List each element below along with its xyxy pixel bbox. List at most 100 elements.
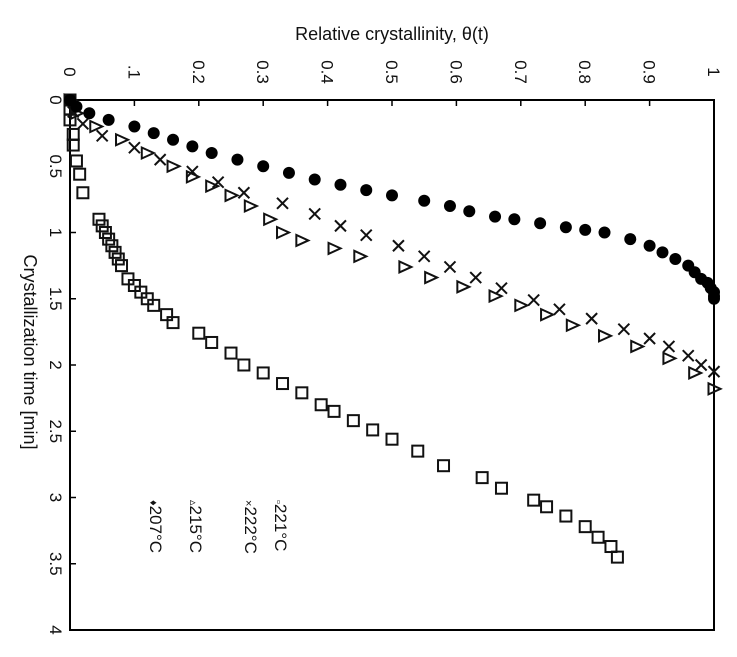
point-circle <box>643 239 656 252</box>
y-axis-ticks: 0 .1 0.2 0.3 0.4 0.5 0.6 0.7 0.8 0.9 1 <box>60 60 723 106</box>
x-axis-ticks: 0 0.5 1 1.5 2 2.5 3 3.5 4 <box>46 95 76 635</box>
x-tick-label: 1.5 <box>46 287 65 311</box>
point-circle <box>598 226 611 239</box>
point-triangle <box>456 279 472 294</box>
x-axis-title: Crystallization time [min] <box>20 254 40 449</box>
y-tick-label: 0 <box>60 67 79 76</box>
x-tick-label: 2 <box>46 360 65 369</box>
point-circle <box>508 213 521 226</box>
y-tick-label: 0.9 <box>640 60 659 84</box>
point-circle <box>579 223 592 236</box>
point-triangle <box>514 298 530 313</box>
point-circle <box>70 100 83 113</box>
y-tick-label: 0.5 <box>382 60 401 84</box>
point-triangle <box>185 169 202 184</box>
point-square <box>111 252 125 266</box>
point-triangle <box>688 365 704 381</box>
point-square <box>192 326 206 340</box>
legend-label: 207°C <box>146 506 165 553</box>
legend-marker: × <box>242 500 254 506</box>
point-square <box>475 471 489 485</box>
point-square <box>591 530 605 544</box>
y-tick-label: .1 <box>124 65 143 79</box>
point-square <box>276 377 290 391</box>
point-circle <box>334 178 347 191</box>
point-square <box>578 520 592 534</box>
point-square <box>494 481 508 495</box>
point-square <box>76 186 90 200</box>
point-circle <box>463 205 476 218</box>
point-triangle <box>205 179 221 194</box>
point-square <box>166 316 180 330</box>
point-square <box>115 259 129 273</box>
y-tick-label: 0.4 <box>318 60 337 84</box>
y-tick-label: 0.8 <box>575 60 594 84</box>
point-circle <box>128 120 141 133</box>
point-x <box>527 293 540 307</box>
point-triangle <box>224 188 240 203</box>
legend-label: 215°C <box>186 506 205 553</box>
point-square <box>256 366 270 380</box>
point-triangle <box>598 328 614 343</box>
legend-item: ▵215°C <box>186 500 205 553</box>
point-triangle <box>263 212 279 227</box>
point-square <box>102 232 116 246</box>
point-x <box>211 175 225 189</box>
point-triangle <box>140 145 157 161</box>
point-circle <box>443 200 456 212</box>
legend-item: ♦207°C <box>146 500 165 553</box>
point-square <box>437 459 451 473</box>
legend-label: 222°C <box>241 506 260 553</box>
point-circle <box>282 166 295 179</box>
point-x <box>153 153 167 166</box>
point-x <box>617 323 631 336</box>
point-square <box>346 414 360 428</box>
x-tick-label: 0.5 <box>46 154 65 178</box>
point-circle <box>534 217 547 230</box>
point-circle <box>205 147 218 159</box>
point-x <box>682 349 695 362</box>
legend-label: 221°C <box>271 504 290 551</box>
point-x <box>495 281 508 295</box>
point-x <box>95 129 109 142</box>
point-triangle <box>276 225 292 240</box>
point-circle <box>708 292 720 305</box>
point-x <box>237 186 251 199</box>
point-triangle <box>424 270 440 285</box>
point-circle <box>656 246 669 259</box>
point-square <box>610 550 624 564</box>
point-circle <box>559 221 572 234</box>
y-axis-title: Relative crystallinity, θ(t) <box>295 24 489 44</box>
point-circle <box>186 140 199 153</box>
point-x <box>417 250 431 263</box>
point-circle <box>167 133 180 146</box>
legend-item: ▫221°C <box>271 500 290 551</box>
point-triangle <box>707 381 723 396</box>
point-circle <box>360 184 373 197</box>
point-square <box>224 346 238 360</box>
y-tick-label: 0.3 <box>253 60 272 84</box>
point-square <box>411 444 425 458</box>
point-x <box>360 228 373 242</box>
legend-marker: ▫ <box>272 500 284 504</box>
y-tick-label: 0.2 <box>189 60 208 84</box>
point-square <box>385 432 399 446</box>
point-triangle <box>243 198 260 214</box>
point-triangle <box>540 307 556 322</box>
point-square <box>73 167 87 181</box>
point-x <box>469 271 482 284</box>
point-x <box>276 197 289 210</box>
point-square <box>327 404 341 418</box>
point-square <box>66 138 80 152</box>
point-x <box>392 239 405 252</box>
point-circle <box>669 253 682 265</box>
point-square <box>98 226 112 239</box>
point-square <box>108 245 122 259</box>
point-triangle <box>662 351 678 366</box>
point-square <box>366 423 380 437</box>
point-circle <box>83 107 96 120</box>
point-circle <box>489 210 502 223</box>
point-triangle <box>327 241 343 256</box>
point-square <box>559 509 573 523</box>
